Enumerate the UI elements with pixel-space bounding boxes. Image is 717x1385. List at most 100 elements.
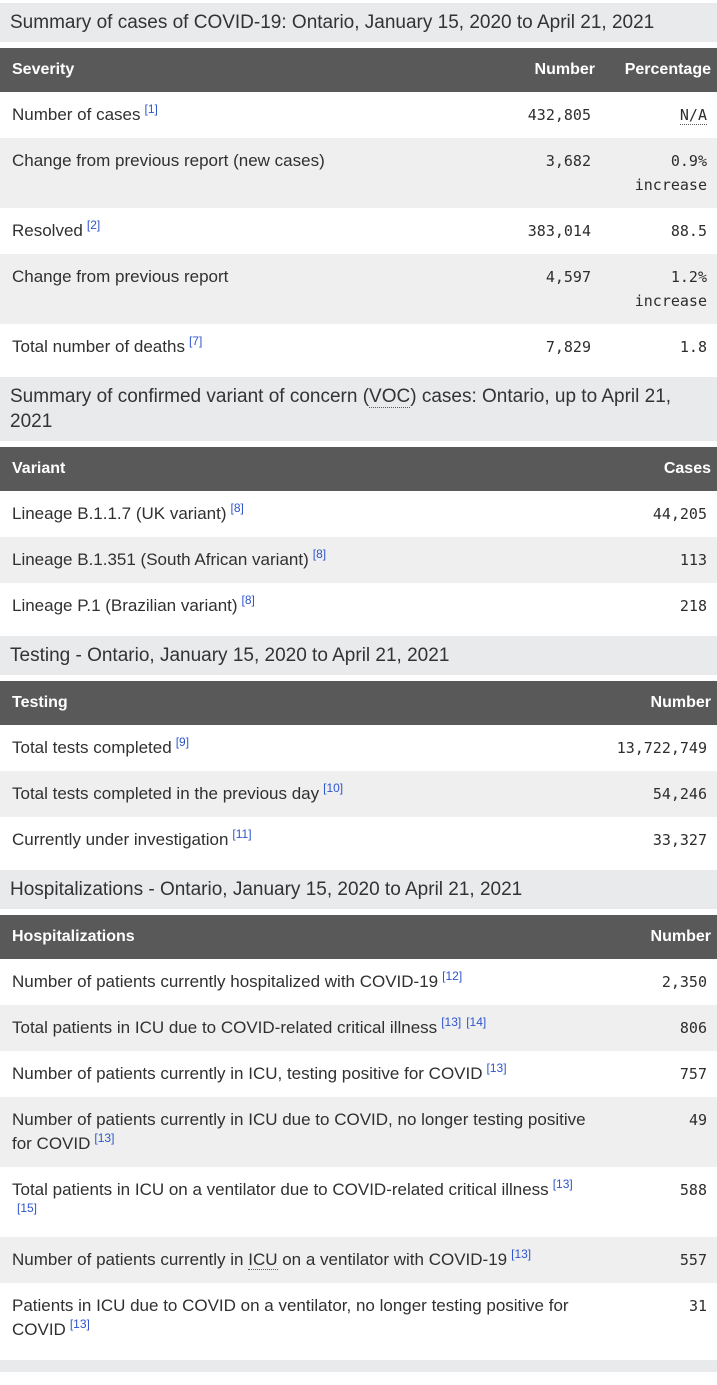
table-row: Currently under investigation [11] 33,327 bbox=[0, 817, 717, 863]
value-text: 7,829 bbox=[545, 338, 591, 356]
page: Summary of cases of COVID-19: Ontario, J… bbox=[0, 3, 717, 1372]
footnote-link[interactable]: [8] bbox=[241, 593, 255, 608]
table-row: Lineage B.1.1.7 (UK variant) [8] 44,205 bbox=[0, 491, 717, 537]
table-row: Lineage P.1 (Brazilian variant) [8] 218 bbox=[0, 583, 717, 629]
row-label-text: Number of patients currently in ICU, tes… bbox=[12, 1064, 483, 1083]
row-value: 1.8 bbox=[601, 324, 717, 370]
row-label-text: Total tests completed bbox=[12, 738, 172, 757]
row-label-text: Patients in ICU due to COVID on a ventil… bbox=[12, 1296, 569, 1339]
table-row: Change from previous report (new cases) 3… bbox=[0, 138, 717, 208]
row-value: 432,805 bbox=[431, 92, 601, 138]
footnote-link[interactable]: [15] bbox=[17, 1201, 38, 1216]
footnote-link[interactable]: [13] bbox=[69, 1317, 90, 1332]
footnote-link[interactable]: [7] bbox=[188, 334, 203, 349]
row-label-text: Number of patients currently in ICU due … bbox=[12, 1110, 586, 1153]
row-label: Total number of deaths [7] bbox=[0, 324, 431, 370]
row-label: Patients in ICU due to COVID on a ventil… bbox=[0, 1283, 597, 1353]
footnote-link[interactable]: [14] bbox=[466, 1015, 487, 1030]
table-header: Variant Cases bbox=[0, 447, 717, 491]
column-header: Number bbox=[597, 681, 717, 725]
footnote-link[interactable]: [10] bbox=[323, 781, 344, 796]
footnote-ref: [13] bbox=[553, 1177, 573, 1191]
row-label: Resolved [2] bbox=[0, 208, 431, 254]
footnote-link[interactable]: [11] bbox=[232, 827, 252, 842]
footnote-link[interactable]: [13] bbox=[441, 1015, 462, 1030]
header-row: Variant Cases bbox=[0, 447, 717, 491]
column-header: Cases bbox=[597, 447, 717, 491]
section-title-text: Testing - Ontario, January 15, 2020 to A… bbox=[10, 645, 450, 666]
row-label: Total patients in ICU due to COVID-relat… bbox=[0, 1005, 597, 1051]
table-row: Lineage B.1.351 (South African variant) [… bbox=[0, 537, 717, 583]
row-label-text: Number of patients currently hospitalize… bbox=[12, 972, 439, 991]
row-label: Lineage B.1.351 (South African variant) [… bbox=[0, 537, 597, 583]
value-text: 13,722,749 bbox=[616, 739, 707, 757]
section-title: Hospitalizations - Ontario, January 15, … bbox=[0, 870, 717, 909]
value-text: 383,014 bbox=[527, 222, 591, 240]
column-header: Number bbox=[431, 48, 601, 92]
footnote-link[interactable]: [13] bbox=[552, 1177, 573, 1192]
data-table: Severity Number Percentage Number of cases [… bbox=[0, 48, 717, 370]
row-value: N/A bbox=[601, 92, 717, 138]
footnote-ref: [9] bbox=[176, 735, 189, 749]
footnote-ref: [12] bbox=[442, 969, 462, 983]
row-value: 218 bbox=[597, 583, 717, 629]
column-header: Percentage bbox=[601, 48, 717, 92]
section-title-text: Summary of confirmed variant of concern … bbox=[10, 386, 370, 407]
table-row: Total patients in ICU on a ventilator du… bbox=[0, 1167, 717, 1237]
table-body: Number of patients currently hospitalize… bbox=[0, 959, 717, 1353]
footnote-ref: [13] bbox=[70, 1317, 90, 1331]
covid-data-section: Testing - Ontario, January 15, 2020 to A… bbox=[0, 636, 717, 863]
row-label-text: Number of cases bbox=[12, 105, 141, 124]
footnote-link[interactable]: [12] bbox=[442, 969, 463, 984]
row-label-text: Total tests completed in the previous da… bbox=[12, 784, 320, 803]
table-row: Patients in ICU due to COVID on a ventil… bbox=[0, 1283, 717, 1353]
row-value: 54,246 bbox=[597, 771, 717, 817]
covid-data-section: Summary of cases of COVID-19: Ontario, J… bbox=[0, 3, 717, 370]
footnote-link[interactable]: [8] bbox=[312, 547, 327, 562]
value-text: 31 bbox=[688, 1297, 707, 1315]
section-title: Summary of cases of COVID-19: Ontario, J… bbox=[0, 3, 717, 42]
data-table: Testing Number Total tests completed [9] 13,… bbox=[0, 681, 717, 863]
table-body: Total tests completed [9] 13,722,749 Total … bbox=[0, 725, 717, 863]
abbreviation: N/A bbox=[679, 106, 707, 125]
footnote-link[interactable]: [13] bbox=[94, 1131, 115, 1146]
value-text: 1.2% increase bbox=[634, 268, 707, 310]
table-row: Total tests completed [9] 13,722,749 bbox=[0, 725, 717, 771]
footnote-link[interactable]: [2] bbox=[86, 218, 101, 233]
section-title: Testing - Ontario, January 15, 2020 to A… bbox=[0, 636, 717, 675]
row-label-text: Change from previous report bbox=[12, 267, 229, 286]
row-value: 13,722,749 bbox=[597, 725, 717, 771]
column-header: Hospitalizations bbox=[0, 915, 597, 959]
row-label: Total tests completed in the previous da… bbox=[0, 771, 597, 817]
table-header: Testing Number bbox=[0, 681, 717, 725]
table-row: Number of patients currently in ICU on a… bbox=[0, 1237, 717, 1283]
table-row: Total patients in ICU due to COVID-relat… bbox=[0, 1005, 717, 1051]
value-text: 588 bbox=[679, 1181, 707, 1199]
footnote-ref: [1] bbox=[145, 102, 158, 116]
value-text: 54,246 bbox=[652, 785, 707, 803]
table-row: Resolved [2] 383,014 88.5 bbox=[0, 208, 717, 254]
row-label-text: on a ventilator with COVID-19 bbox=[277, 1250, 508, 1269]
footnote-ref: [13] bbox=[94, 1131, 114, 1145]
footnote-link[interactable]: [13] bbox=[511, 1247, 532, 1262]
section-title-text: ) cases: Ontario, up to April 21, 2021 bbox=[10, 386, 672, 432]
value-text: 113 bbox=[679, 551, 707, 569]
row-value: 0.9% increase bbox=[601, 138, 717, 208]
value-text: 757 bbox=[679, 1065, 707, 1083]
footnote-link[interactable]: [8] bbox=[230, 501, 244, 516]
column-header: Variant bbox=[0, 447, 597, 491]
column-header: Testing bbox=[0, 681, 597, 725]
footnote-link[interactable]: [1] bbox=[144, 102, 158, 117]
column-header: Severity bbox=[0, 48, 431, 92]
row-label-text: Total number of deaths bbox=[12, 337, 185, 356]
footnote-ref: [14] bbox=[466, 1015, 486, 1029]
footnote-link[interactable]: [13] bbox=[486, 1061, 507, 1076]
row-label-text: Total patients in ICU on a ventilator du… bbox=[12, 1180, 549, 1199]
footnote-link[interactable]: [9] bbox=[175, 735, 190, 750]
row-label: Lineage P.1 (Brazilian variant) [8] bbox=[0, 583, 597, 629]
footnote-ref: [13] bbox=[487, 1061, 507, 1075]
row-value: 88.5 bbox=[601, 208, 717, 254]
row-value: 2,350 bbox=[597, 959, 717, 1005]
abbreviation: VOC bbox=[369, 386, 411, 408]
table-row: Number of cases [1] 432,805 N/A bbox=[0, 92, 717, 138]
